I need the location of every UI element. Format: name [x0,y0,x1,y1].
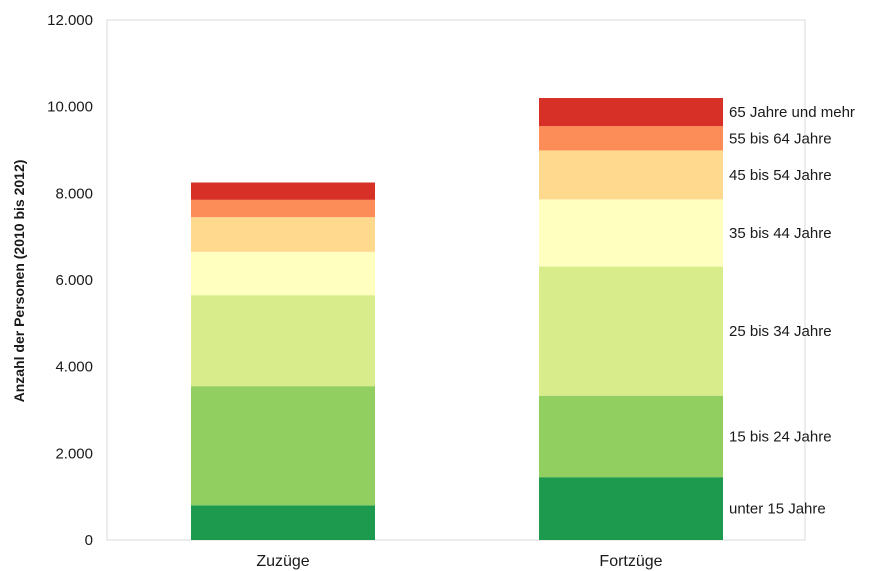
y-tick-label: 2.000 [55,445,93,462]
y-tick-label: 4.000 [55,359,93,376]
bar-segment [191,295,375,387]
bar-segment [539,395,723,478]
bar-segment [191,182,375,200]
x-category-label: Fortzüge [599,553,662,570]
legend-label: unter 15 Jahre [729,501,826,518]
legend-label: 55 bis 64 Jahre [729,130,832,147]
y-axis-title: Anzahl der Personen (2010 bis 2012) [11,160,27,403]
bar-segment [539,477,723,540]
y-tick-label: 12.000 [47,12,93,29]
y-axis-ticks: 0 2.000 4.000 6.000 8.000 10.000 12.000 [47,12,93,549]
y-tick-label: 0 [85,532,93,549]
legend: unter 15 Jahre 15 bis 24 Jahre 25 bis 34 J… [729,104,855,517]
bars-group [191,98,723,540]
bar-segment [539,266,723,396]
legend-label: 15 bis 24 Jahre [729,428,832,445]
bar-segment [539,199,723,267]
bar-segment [191,386,375,506]
bar-segment [191,251,375,296]
x-axis-categories: Zuzüge Fortzüge [256,553,662,570]
y-tick-label: 8.000 [55,185,93,202]
legend-label: 35 bis 44 Jahre [729,225,832,242]
legend-label: 45 bis 54 Jahre [729,167,832,184]
legend-label: 25 bis 34 Jahre [729,323,832,340]
bar-segment [191,505,375,540]
bar-segment [539,98,723,127]
bar-segment [539,150,723,200]
bar-segment [539,126,723,151]
bar-segment [191,199,375,218]
bar-segment [191,217,375,252]
legend-label: 65 Jahre und mehr [729,104,855,121]
x-category-label: Zuzüge [256,553,309,570]
y-tick-label: 10.000 [47,99,93,116]
y-tick-label: 6.000 [55,272,93,289]
plot-frame [106,19,806,541]
